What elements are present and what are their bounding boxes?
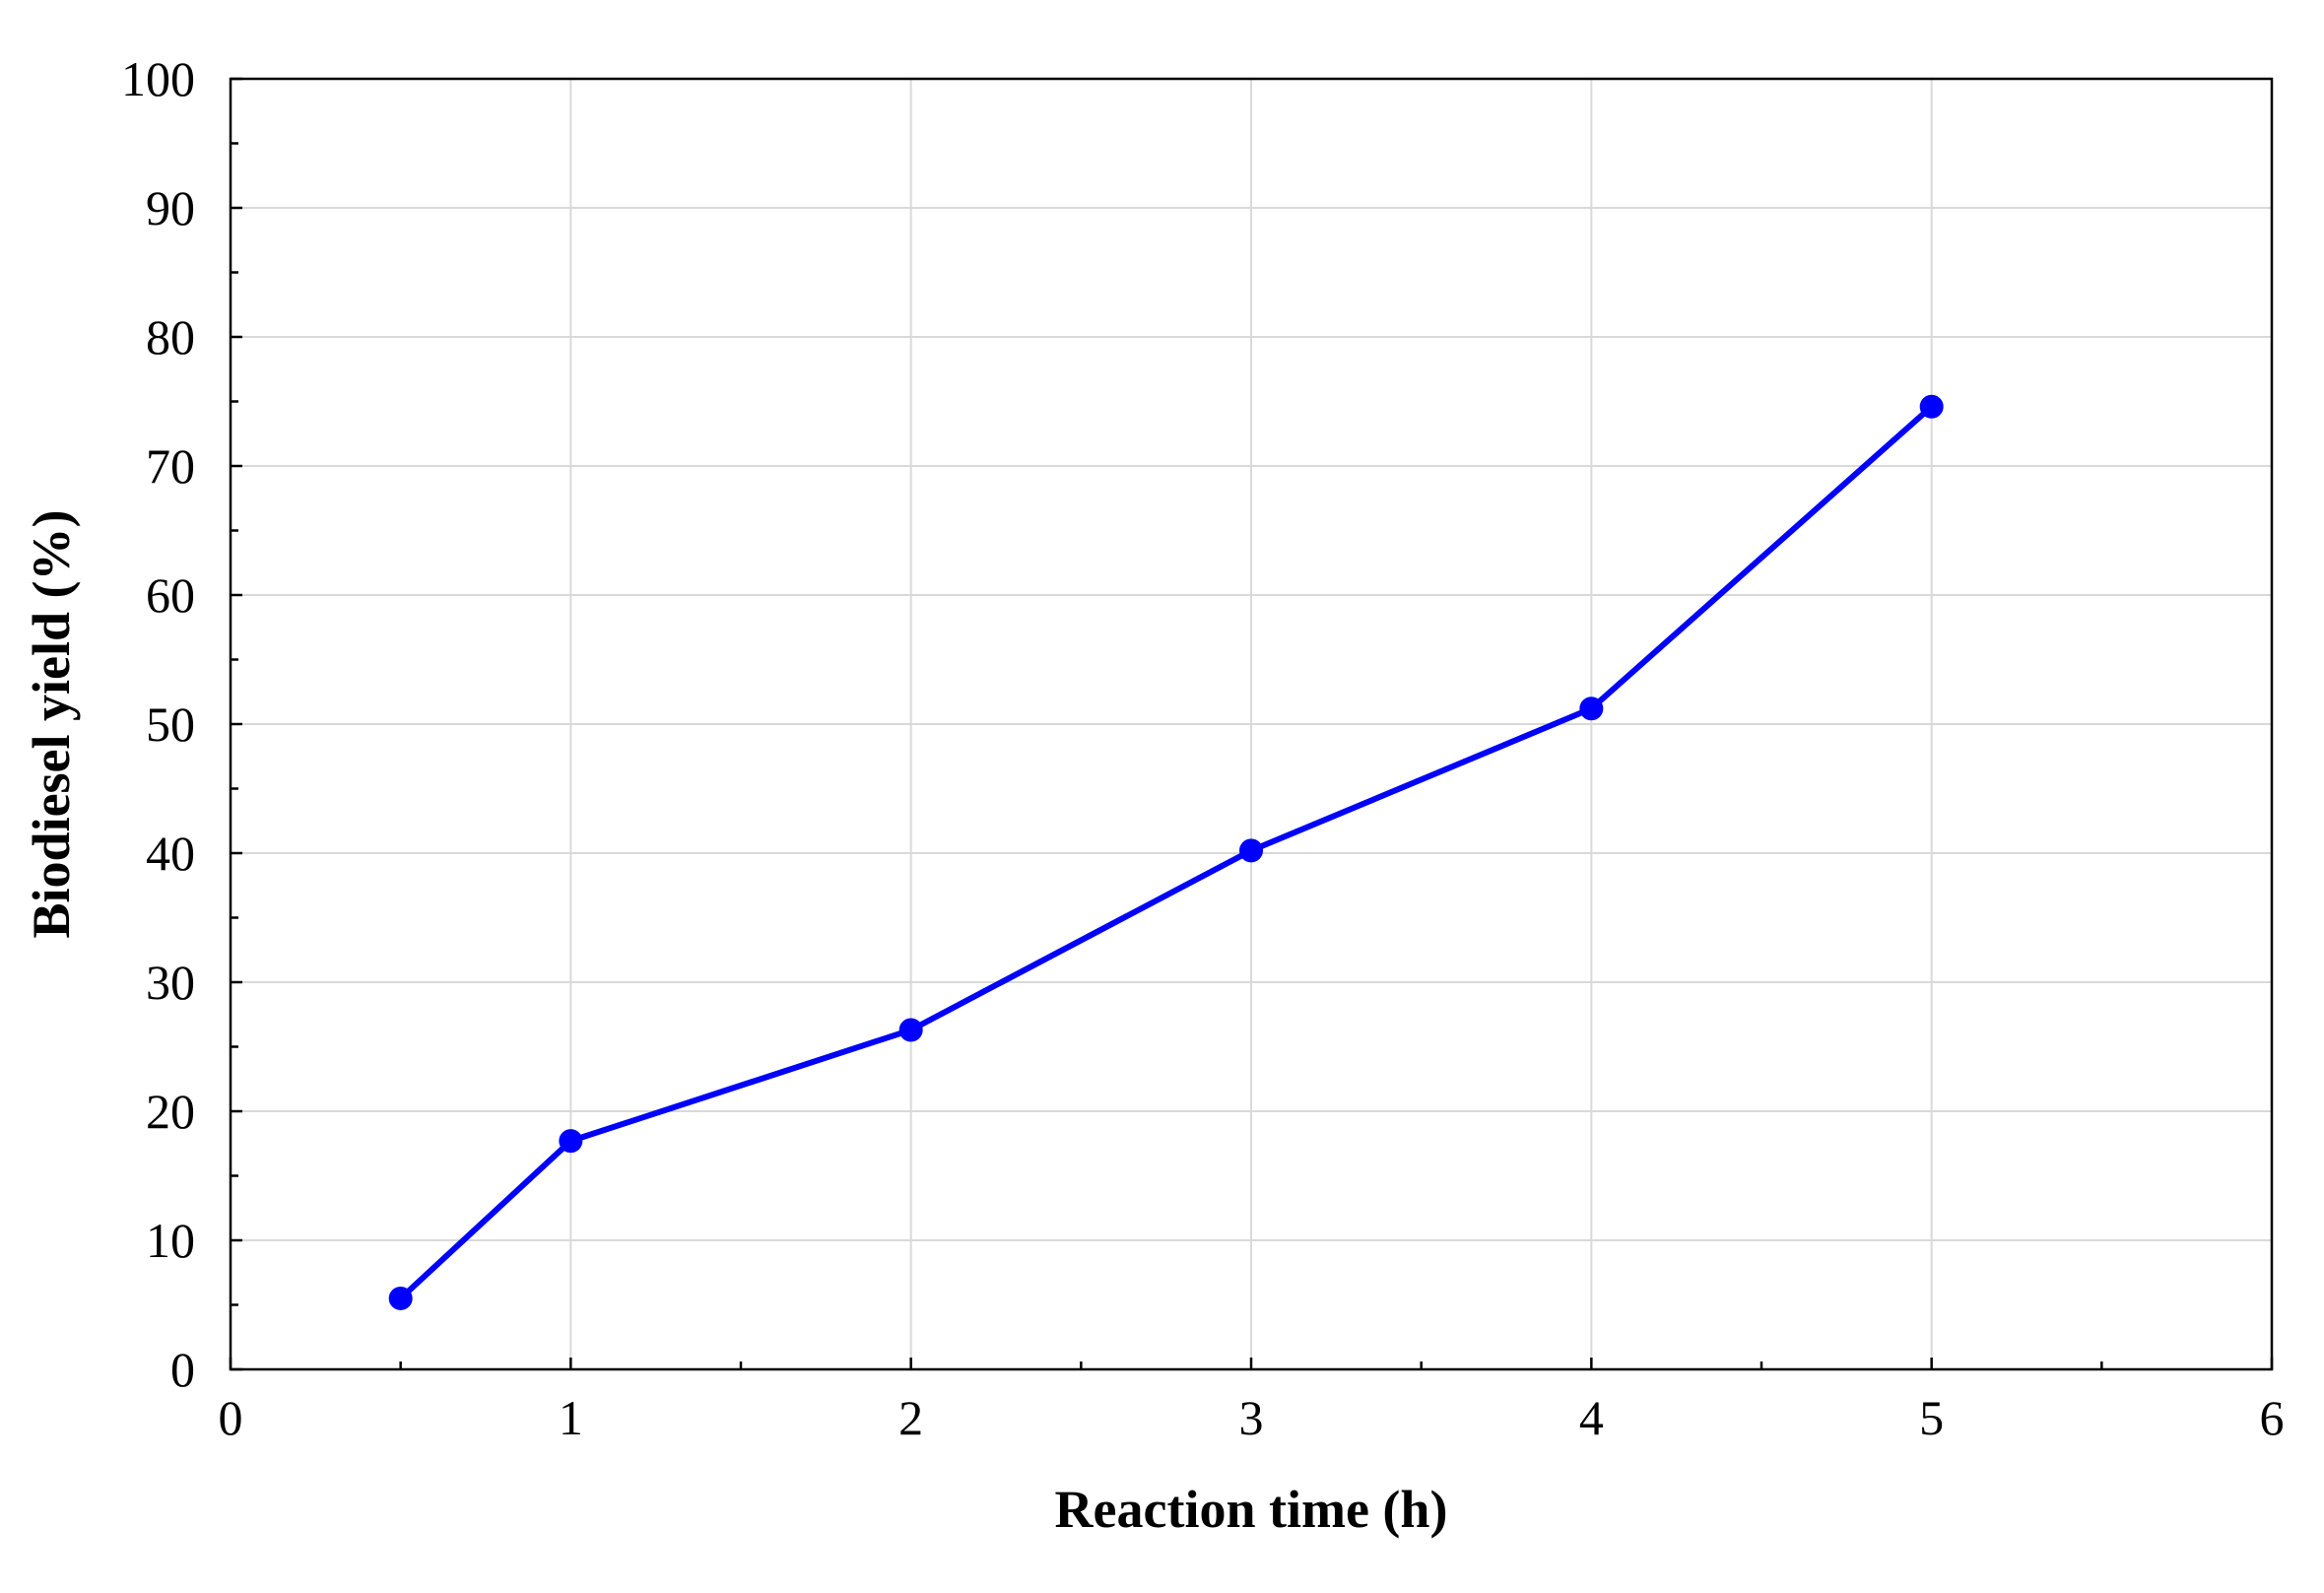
x-tick-label: 4	[1579, 1390, 1604, 1445]
y-tick-label: 40	[146, 826, 195, 881]
x-axis-tick-labels: 0 1 2 3 4 5 6	[219, 1390, 2285, 1445]
y-tick-label: 70	[146, 438, 195, 494]
y-axis-title: Biodiesel yield (%)	[22, 510, 81, 939]
data-point	[1579, 697, 1604, 721]
y-tick-label: 80	[146, 309, 195, 365]
x-tick-label: 5	[1919, 1390, 1944, 1445]
data-point	[898, 1018, 923, 1042]
y-tick-label: 50	[146, 697, 195, 752]
x-tick-label: 6	[2260, 1390, 2285, 1445]
x-tick-label: 3	[1239, 1390, 1264, 1445]
y-tick-label: 20	[146, 1084, 195, 1139]
minor-ticks	[229, 77, 2274, 1371]
y-tick-label: 0	[170, 1342, 195, 1397]
x-tick-label: 1	[559, 1390, 583, 1445]
y-tick-label: 100	[121, 51, 195, 106]
y-tick-label: 60	[146, 567, 195, 623]
plot-area-frame	[229, 77, 2274, 1371]
y-tick-label: 90	[146, 180, 195, 235]
y-tick-label: 10	[146, 1213, 195, 1268]
data-point	[1919, 394, 1944, 419]
data-point	[388, 1286, 413, 1310]
series-group	[388, 394, 1944, 1310]
x-tick-label: 2	[898, 1390, 923, 1445]
data-point	[1239, 838, 1263, 863]
data-point	[559, 1129, 583, 1154]
series-line	[397, 403, 1935, 1301]
x-tick-label: 0	[219, 1390, 243, 1445]
x-axis-title: Reaction time (h)	[1055, 1480, 1448, 1539]
gridlines	[231, 79, 2272, 1369]
y-tick-label: 30	[146, 955, 195, 1010]
y-axis-tick-labels: 0 10 20 30 40 50 60 70 80 90 100	[121, 51, 195, 1397]
